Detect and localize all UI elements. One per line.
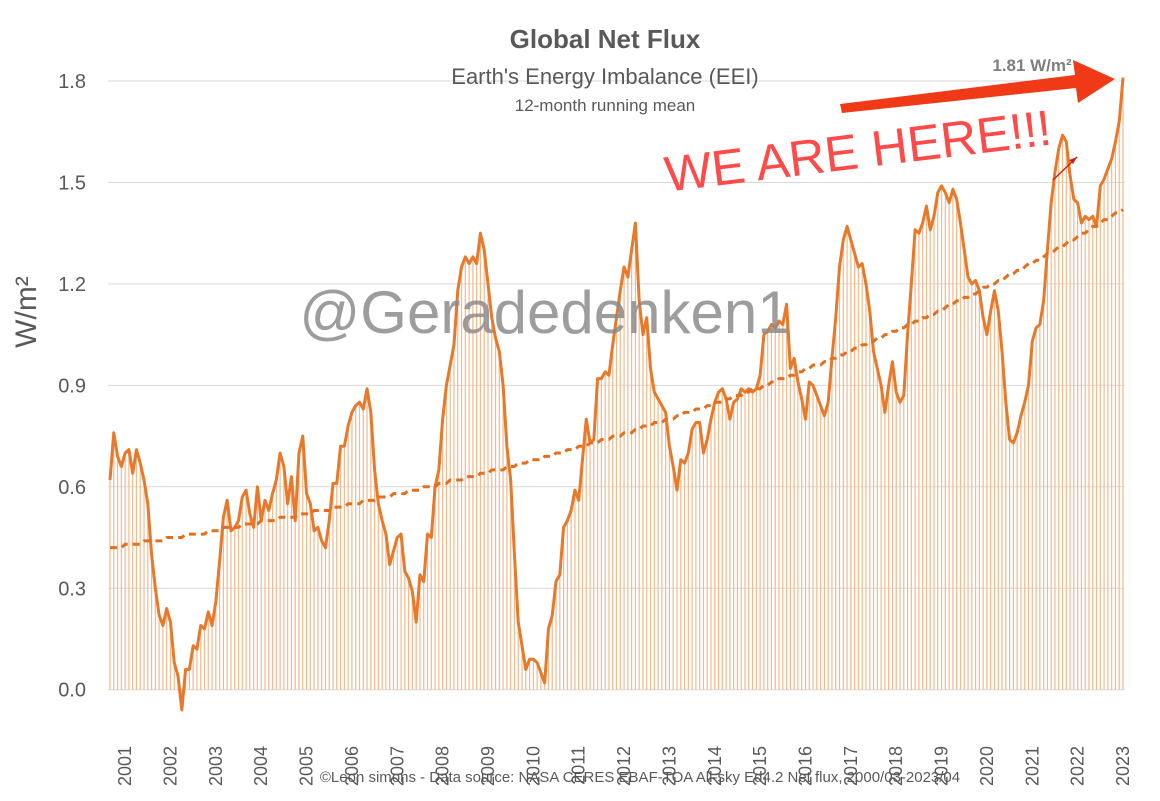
x-tick-label: 2002 <box>160 746 180 786</box>
y-tick-label: 0.9 <box>58 375 86 397</box>
small-arrow-head <box>1069 157 1077 164</box>
x-tick-label: 2009 <box>478 746 498 786</box>
chart-note: 12-month running mean <box>515 96 696 115</box>
y-tick-label: 0.6 <box>58 477 86 499</box>
x-tick-label: 2014 <box>705 746 725 786</box>
end-label: 1.81 W/m² <box>992 56 1072 75</box>
x-tick-label: 2003 <box>206 746 226 786</box>
y-tick-label: 1.5 <box>58 172 86 194</box>
x-tick-label: 2006 <box>342 746 362 786</box>
x-tick-label: 2019 <box>932 746 952 786</box>
x-tick-label: 2011 <box>569 746 589 785</box>
x-tick-label: 2001 <box>115 746 135 786</box>
x-tick-label: 2012 <box>614 746 634 786</box>
x-tick-label: 2023 <box>1113 746 1133 786</box>
y-tick-label: 0.0 <box>58 680 86 702</box>
x-tick-label: 2016 <box>795 746 815 786</box>
x-tick-label: 2015 <box>750 746 770 786</box>
x-tick-label: 2020 <box>977 746 997 786</box>
bars <box>109 77 1124 710</box>
x-tick-label: 2022 <box>1068 746 1088 786</box>
y-tick-label: 1.2 <box>58 274 86 296</box>
x-tick-label: 2018 <box>886 746 906 786</box>
big-arrow <box>840 60 1115 113</box>
trend-line <box>110 208 1124 550</box>
y-axis-label: W/m² <box>10 276 43 348</box>
x-tick-label: 2010 <box>523 746 543 786</box>
x-tick-label: 2005 <box>297 746 317 786</box>
x-tick-label: 2021 <box>1022 746 1042 786</box>
y-tick-label: 0.3 <box>58 578 86 600</box>
y-tick-label: 1.8 <box>58 71 86 93</box>
x-tick-label: 2007 <box>387 746 407 786</box>
x-tick-label: 2004 <box>251 746 271 786</box>
chart-subtitle: Earth's Energy Imbalance (EEI) <box>451 64 758 89</box>
watermark: @Geradedenken1 <box>299 279 790 346</box>
x-tick-label: 2017 <box>841 746 861 786</box>
data-line <box>108 77 1125 712</box>
x-tick-label: 2008 <box>433 746 453 786</box>
chart-title: Global Net Flux <box>510 24 701 54</box>
source: ©Leon simons - Data source: NASA CERES E… <box>320 769 960 786</box>
x-tick-label: 2013 <box>659 746 679 786</box>
lines <box>108 77 1125 712</box>
